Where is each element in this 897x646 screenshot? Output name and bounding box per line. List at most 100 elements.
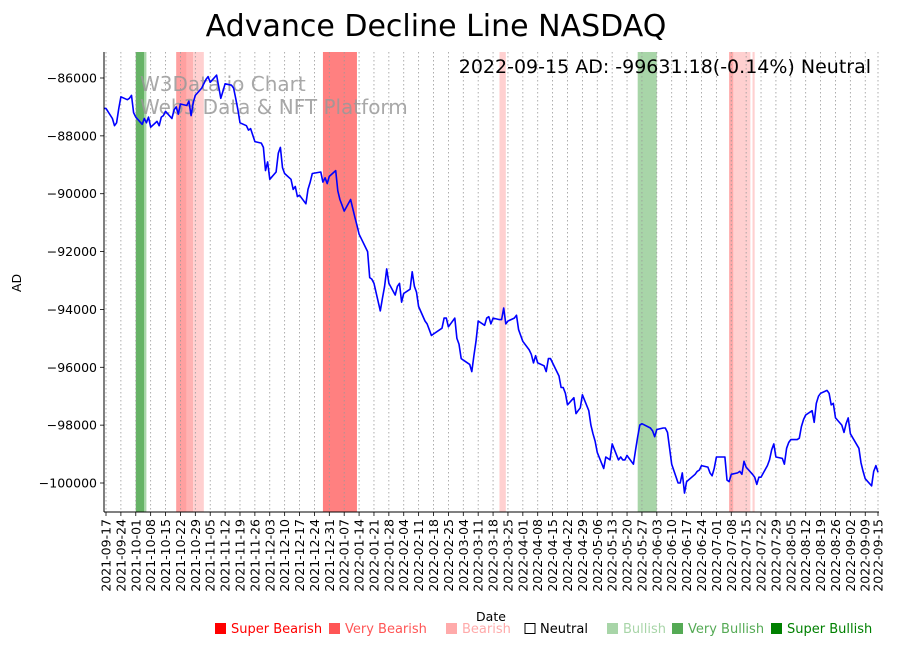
sentiment-band-bearish	[193, 52, 204, 512]
legend-swatch	[672, 623, 683, 634]
legend-swatch	[215, 623, 226, 634]
legend-item-bearish: Bearish	[446, 622, 511, 637]
x-tick-label: 2022-02-25	[441, 519, 456, 592]
x-tick-label: 2022-09-02	[843, 519, 858, 592]
x-tick-label: 2021-11-26	[247, 519, 262, 592]
legend-swatch-hollow	[524, 623, 536, 634]
x-tick-label: 2021-12-17	[292, 519, 307, 592]
sentiment-band-bearish	[729, 52, 734, 512]
legend-label: Bearish	[462, 622, 511, 637]
legend-swatch	[607, 623, 618, 634]
legend-item-very-bearish: Very Bearish	[329, 622, 427, 637]
watermark-line-2: Web3 Data & NFT Platform	[140, 95, 408, 119]
sentiment-band-bullish	[637, 52, 657, 512]
x-tick-label: 2021-11-19	[232, 519, 247, 592]
x-tick-label: 2022-02-11	[411, 519, 426, 592]
axes	[103, 52, 879, 513]
x-tick-label: 2022-01-21	[366, 519, 381, 592]
chart-title: Advance Decline Line NASDAQ	[206, 9, 667, 44]
x-tick-label: 2022-09-15	[871, 519, 886, 592]
x-tick-label: 2021-12-31	[322, 519, 337, 592]
x-tick-label: 2022-05-06	[590, 519, 605, 592]
y-tick-label: −90000	[47, 186, 97, 201]
x-tick-label: 2021-10-01	[128, 519, 143, 592]
y-tick-label: −98000	[47, 418, 97, 433]
series-line-ad	[103, 74, 879, 494]
sentiment-band-bullish	[144, 52, 147, 512]
x-tick-label: 2022-07-22	[754, 519, 769, 592]
y-tick-label: −88000	[47, 128, 97, 143]
x-tick-label: 2022-03-04	[456, 519, 471, 592]
x-ticks: 2021-09-17 2021-09-24 2021-10-01 2021-10-08…	[99, 512, 886, 592]
x-tick-label: 2022-07-01	[709, 519, 724, 592]
x-tick-label: 2022-01-07	[337, 519, 352, 592]
x-tick-label: 2022-04-08	[530, 519, 545, 592]
y-tick-label: −94000	[47, 302, 97, 317]
legend-swatch	[771, 623, 782, 634]
legend-label: Bullish	[623, 622, 666, 637]
x-tick-label: 2022-06-10	[664, 519, 679, 592]
legend-item-super-bearish: Super Bearish	[215, 622, 322, 637]
x-tick-label: 2022-08-12	[798, 519, 813, 592]
latest-value-annotation: 2022-09-15 AD: -99631.18(-0.14%) Neutral	[459, 56, 871, 78]
x-tick-label: 2022-07-08	[724, 519, 739, 592]
sentiment-band-bearish	[733, 52, 751, 512]
x-tick-label: 2022-01-28	[381, 519, 396, 592]
legend-label: Neutral	[540, 622, 588, 637]
legend-swatch	[446, 623, 457, 634]
x-tick-label: 2022-03-11	[471, 519, 486, 592]
x-tick-label: 2022-07-29	[768, 519, 783, 592]
legend-item-bullish: Bullish	[607, 622, 666, 637]
watermark: W3Data.io Chart Web3 Data & NFT Platform	[140, 72, 408, 119]
legend-swatch	[329, 623, 340, 634]
sentiment-bands	[135, 52, 755, 512]
x-tick-label: 2022-08-19	[813, 519, 828, 592]
y-tick-label: −92000	[47, 244, 97, 259]
legend: Super Bearish Very Bearish Bearish Neutral B…	[215, 622, 872, 637]
x-tick-label: 2022-04-15	[545, 519, 560, 592]
x-tick-label: 2022-05-13	[605, 519, 620, 592]
sentiment-band-bearish	[499, 52, 506, 512]
x-tick-label: 2021-09-24	[113, 519, 128, 592]
x-tick-label: 2022-09-09	[858, 519, 873, 592]
x-tick-label: 2022-04-29	[575, 519, 590, 592]
legend-label: Super Bearish	[231, 622, 322, 637]
sentiment-band-bearish	[176, 52, 187, 512]
x-tick-label: 2021-10-22	[173, 519, 188, 592]
legend-item-very-bullish: Very Bullish	[672, 622, 764, 637]
x-tick-label: 2022-03-18	[486, 519, 501, 592]
y-axis-label: AD	[9, 274, 24, 292]
x-tick-label: 2021-12-03	[262, 519, 277, 592]
sentiment-band-super-bearish	[322, 52, 357, 512]
x-tick-label: 2022-07-15	[739, 519, 754, 592]
y-tick-label: −100000	[39, 476, 97, 491]
x-tick-label: 2021-11-12	[218, 519, 233, 592]
x-tick-label: 2022-02-04	[396, 519, 411, 592]
x-tick-label: 2021-10-08	[143, 519, 158, 592]
y-ticks: −86000 −88000 −90000 −92000 −94000 −96000 −980…	[39, 71, 104, 491]
sentiment-band-bearish	[752, 52, 755, 512]
x-tick-label: 2022-06-17	[679, 519, 694, 592]
x-tick-label: 2021-09-17	[99, 519, 114, 592]
x-tick-label: 2022-04-01	[515, 519, 530, 592]
legend-label: Very Bearish	[345, 622, 427, 637]
legend-label: Super Bullish	[787, 622, 872, 637]
x-tick-label: 2021-12-10	[277, 519, 292, 592]
x-tick-label: 2022-08-26	[828, 519, 843, 592]
x-tick-label: 2021-11-05	[203, 519, 218, 592]
y-tick-label: −96000	[47, 360, 97, 375]
x-tick-label: 2022-01-14	[352, 519, 367, 592]
x-tick-label: 2022-04-22	[560, 519, 575, 592]
x-axis-label: Date	[476, 609, 506, 624]
sentiment-band-bearish	[186, 52, 194, 512]
x-tick-label: 2022-03-25	[500, 519, 515, 592]
x-tick-label: 2022-02-18	[426, 519, 441, 592]
sentiment-band-very-bullish	[135, 52, 145, 512]
ad-series	[103, 74, 879, 494]
x-tick-label: 2022-08-05	[783, 519, 798, 592]
legend-item-super-bullish: Super Bullish	[771, 622, 872, 637]
legend-label: Very Bullish	[688, 622, 764, 637]
x-tick-label: 2021-10-15	[158, 519, 173, 592]
legend-item-neutral: Neutral	[524, 622, 588, 637]
y-tick-label: −86000	[47, 71, 97, 86]
